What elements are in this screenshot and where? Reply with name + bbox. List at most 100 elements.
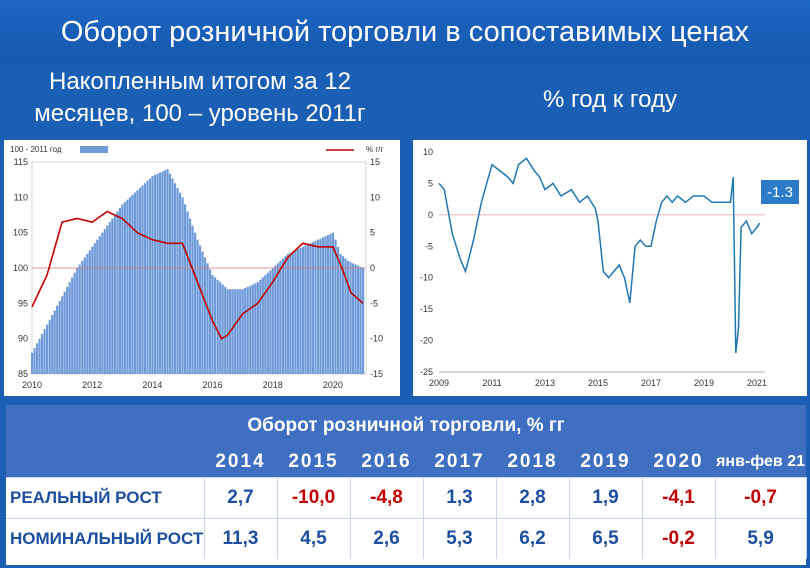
bar [48, 319, 51, 374]
bar [349, 262, 352, 374]
x-tick-label: 2018 [263, 380, 283, 390]
row-label-real: РЕАЛЬНЫЙ РОСТ [6, 477, 205, 519]
bar [118, 207, 121, 374]
bar [178, 192, 182, 374]
bar [51, 315, 54, 374]
y-tick-label: -15 [420, 304, 433, 314]
bar [249, 285, 252, 374]
bar [299, 248, 302, 374]
bar [199, 245, 202, 374]
bar [173, 183, 177, 374]
bar [306, 244, 309, 374]
right-chart-panel: 10 5 0 -5 -10 -15 -20 -25 2009 2011 2013 2015 2017 20… [413, 140, 807, 396]
bar [163, 170, 167, 374]
year-header: 2017 [423, 447, 496, 478]
bar [246, 286, 249, 374]
bar [41, 334, 44, 374]
retail-table: Оборот розничной торговли, % гг 2014 2015… [6, 405, 807, 565]
bar [88, 250, 91, 374]
bar [121, 204, 124, 374]
bar [201, 251, 204, 374]
bar [148, 178, 152, 374]
table-cell: 1,9 [569, 477, 643, 519]
bar [81, 260, 84, 374]
bar [153, 175, 157, 374]
bar [166, 169, 169, 374]
bar [359, 266, 362, 374]
bar [103, 229, 106, 374]
table-cell: 11,3 [204, 518, 278, 559]
bar [316, 239, 320, 374]
x-tick-label: 2016 [203, 380, 223, 390]
year-header: 2016 [350, 447, 423, 478]
year-header: 2015 [277, 447, 350, 478]
left-chart-subtitle: Накопленным итогом за 12 месяцев, 100 – … [34, 68, 366, 127]
legend-bars-swatch [80, 146, 108, 153]
bar [331, 232, 335, 374]
bar [98, 236, 101, 374]
line-series-yoy [31, 210, 364, 340]
bar [291, 251, 294, 374]
bar [294, 250, 297, 374]
bar [91, 246, 94, 374]
bar [219, 282, 222, 374]
x-tick-label: 2013 [535, 378, 555, 388]
series-line [438, 157, 761, 354]
y-right-tick-label: 15 [370, 157, 380, 167]
table-cell: -4,1 [642, 477, 716, 519]
year-header: янв-фев 21 [715, 447, 807, 478]
bar [113, 215, 116, 374]
bar [176, 187, 179, 374]
table-cell: 1,3 [423, 477, 497, 519]
bar [321, 237, 325, 374]
bar [123, 202, 126, 374]
table-cell: 5,9 [715, 518, 807, 559]
bar [264, 275, 267, 374]
y-tick-label: -20 [420, 336, 433, 346]
bar [58, 301, 61, 374]
bar [259, 279, 262, 374]
bar [68, 282, 71, 374]
y-left-tick-label: 90 [18, 334, 28, 344]
bar [36, 343, 39, 374]
bar [128, 197, 131, 374]
y-right-tick-label: -15 [370, 369, 383, 379]
table-cell: -4,8 [350, 477, 424, 519]
bar [339, 253, 342, 374]
bar [271, 268, 274, 374]
bar [244, 288, 247, 374]
bar [209, 269, 212, 374]
bar [73, 272, 76, 374]
last-value-label: -1.3 [767, 184, 793, 201]
bar [254, 283, 257, 374]
bar [231, 289, 234, 374]
table-corner [6, 447, 204, 478]
bar [261, 277, 264, 374]
left-chart: 85 90 95 100 105 110 115 -15 -10 -5 0 5 10 15 2010 2012… [10, 145, 383, 390]
bar [133, 192, 136, 374]
bar [171, 178, 174, 374]
y-left-tick-label: 110 [14, 192, 28, 202]
y-right-tick-label: -10 [370, 334, 383, 344]
year-header: 2019 [569, 447, 642, 478]
bar [71, 277, 74, 374]
bar [156, 173, 159, 374]
bar [186, 211, 189, 374]
year-header: 2018 [496, 447, 569, 478]
bar [46, 324, 49, 374]
bar [286, 253, 289, 374]
bar [78, 264, 81, 374]
bar [106, 225, 109, 374]
bar [141, 185, 144, 374]
x-tick-label: 2010 [22, 380, 42, 390]
bar [336, 246, 340, 374]
bar [241, 289, 244, 374]
bar [66, 286, 69, 374]
bar [274, 265, 277, 374]
bar [341, 256, 345, 374]
bar [319, 238, 322, 374]
bar [111, 218, 114, 374]
bar [138, 187, 141, 374]
bar [151, 176, 154, 374]
bar [352, 263, 355, 374]
